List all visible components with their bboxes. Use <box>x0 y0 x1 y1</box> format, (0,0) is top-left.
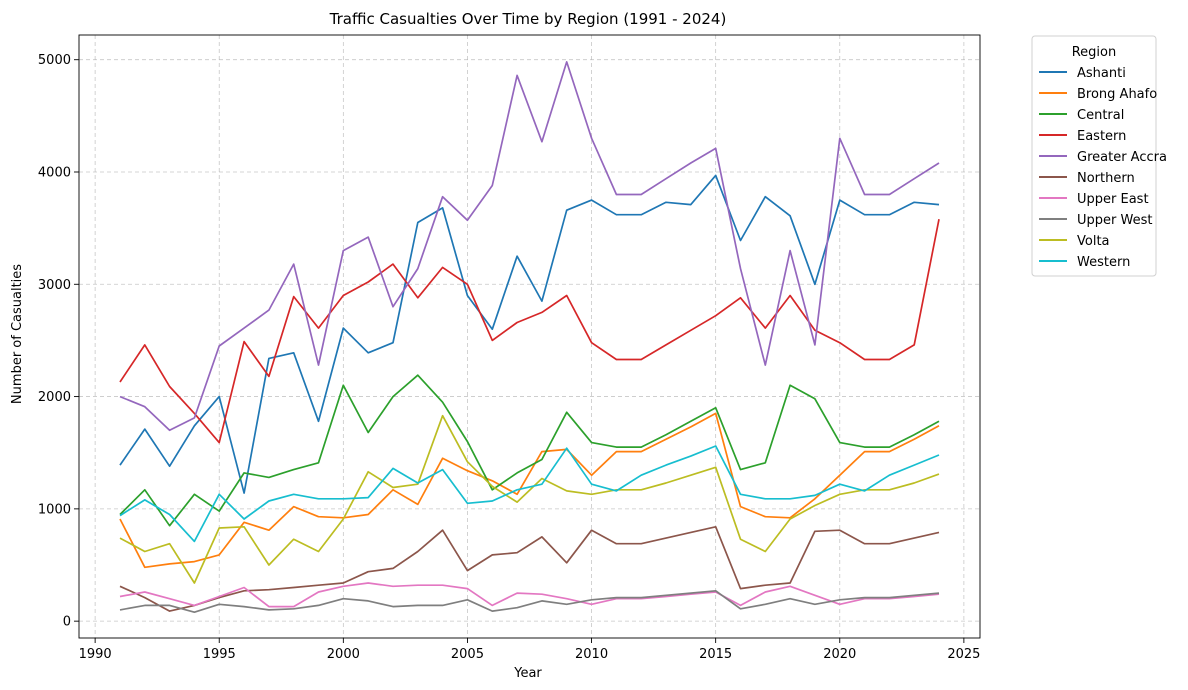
x-tick-label: 2010 <box>575 647 608 662</box>
x-tick-label: 1990 <box>79 647 112 662</box>
series-line-brong-ahafo <box>119 412 940 569</box>
chart-title: Traffic Casualties Over Time by Region (… <box>329 10 727 28</box>
x-tick-label: 1995 <box>203 647 236 662</box>
series-line-eastern <box>119 219 940 444</box>
y-axis-label: Number of Casualties <box>10 264 25 404</box>
legend-label-greater-accra: Greater Accra <box>1077 150 1167 165</box>
y-axis-ticks: 0 1000 2000 3000 4000 5000 <box>38 53 79 630</box>
legend-box <box>1031 35 1157 277</box>
grid-lines <box>79 35 980 638</box>
legend-label-volta: Volta <box>1077 234 1110 249</box>
legend-label-central: Central <box>1077 108 1124 123</box>
legend-label-upper-west: Upper West <box>1077 213 1152 228</box>
y-tick-label: 4000 <box>38 165 71 180</box>
y-tick-label: 1000 <box>38 502 71 517</box>
series-line-ashanti <box>119 174 940 494</box>
legend-title: Region <box>1072 45 1117 60</box>
series-line-northern <box>119 525 940 612</box>
legend-items: Ashanti Brong Ahafo Central Eastern Greater … <box>1039 66 1167 270</box>
series-line-volta <box>119 414 940 584</box>
series-line-upper-west <box>119 589 940 614</box>
plot-area-frame <box>78 34 981 639</box>
x-tick-label: 2015 <box>699 647 732 662</box>
legend-label-northern: Northern <box>1077 171 1135 186</box>
legend-label-upper-east: Upper East <box>1077 192 1149 207</box>
legend-label-ashanti: Ashanti <box>1077 66 1126 81</box>
series-lines <box>119 61 940 614</box>
series-line-greater-accra <box>119 61 940 432</box>
legend-label-brong-ahafo: Brong Ahafo <box>1077 87 1157 102</box>
y-tick-label: 0 <box>63 615 71 630</box>
y-tick-label: 5000 <box>38 53 71 68</box>
series-line-western <box>119 445 940 543</box>
legend: Region Ashanti Brong Ahafo Central Eastern G… <box>1031 35 1167 277</box>
x-tick-label: 2000 <box>327 647 360 662</box>
series-line-central <box>119 374 940 527</box>
x-tick-label: 2025 <box>947 647 980 662</box>
y-tick-label: 3000 <box>38 278 71 293</box>
x-axis-label: Year <box>513 666 542 681</box>
series-line-upper-east <box>119 582 940 608</box>
x-tick-label: 2005 <box>451 647 484 662</box>
x-axis-ticks: 1990 1995 2000 2005 2010 2015 2020 2025 <box>79 638 980 662</box>
legend-label-eastern: Eastern <box>1077 129 1126 144</box>
y-tick-label: 2000 <box>38 390 71 405</box>
x-tick-label: 2020 <box>823 647 856 662</box>
legend-label-western: Western <box>1077 255 1130 270</box>
